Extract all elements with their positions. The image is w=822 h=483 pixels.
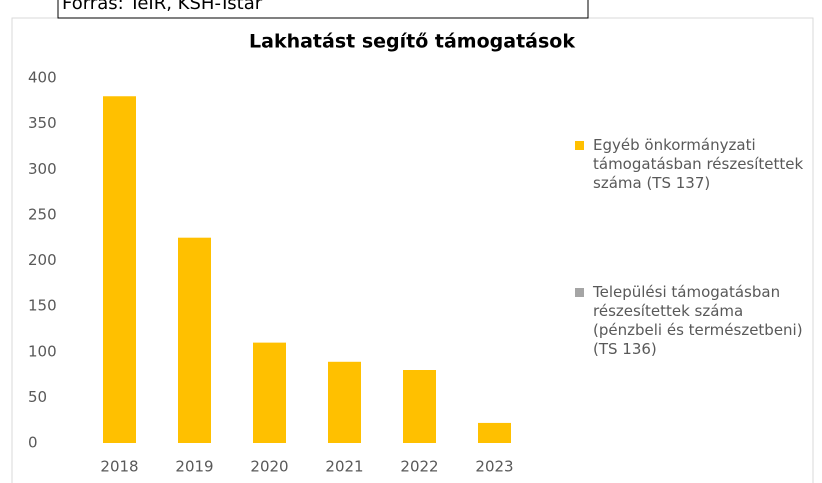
x-tick-label: 2022 [400, 458, 438, 476]
bar [103, 96, 136, 443]
x-tick-label: 2020 [250, 458, 288, 476]
y-tick-label: 200 [28, 251, 57, 269]
note-box [57, 0, 589, 19]
chart-title: Lakhatást segítő támogatások [249, 31, 575, 53]
y-tick-label: 350 [28, 114, 57, 132]
y-tick-label: 150 [28, 297, 57, 315]
bar [253, 342, 286, 443]
y-tick-label: 100 [28, 342, 57, 360]
x-tick-label: 2018 [100, 458, 138, 476]
y-tick-label: 250 [28, 205, 57, 223]
legend-label: Települési támogatásban részesítettek sz… [593, 283, 803, 358]
legend-swatch [575, 288, 584, 297]
legend-label: Egyéb önkormányzati támogatásban részesí… [593, 136, 804, 192]
y-tick-label: 300 [28, 160, 57, 178]
bar [478, 422, 511, 443]
x-tick-label: 2023 [475, 458, 513, 476]
x-tick-label: 2021 [325, 458, 363, 476]
legend-swatch [575, 141, 584, 150]
bar [178, 237, 211, 443]
y-tick-label: 50 [28, 388, 47, 406]
bar [328, 361, 361, 443]
source-note: Forrás: TeIR, KSH-Tstar [62, 0, 263, 14]
x-tick-label: 2019 [175, 458, 213, 476]
bar [403, 370, 436, 443]
y-tick-label: 400 [28, 69, 57, 87]
y-tick-label: 0 [28, 434, 38, 452]
